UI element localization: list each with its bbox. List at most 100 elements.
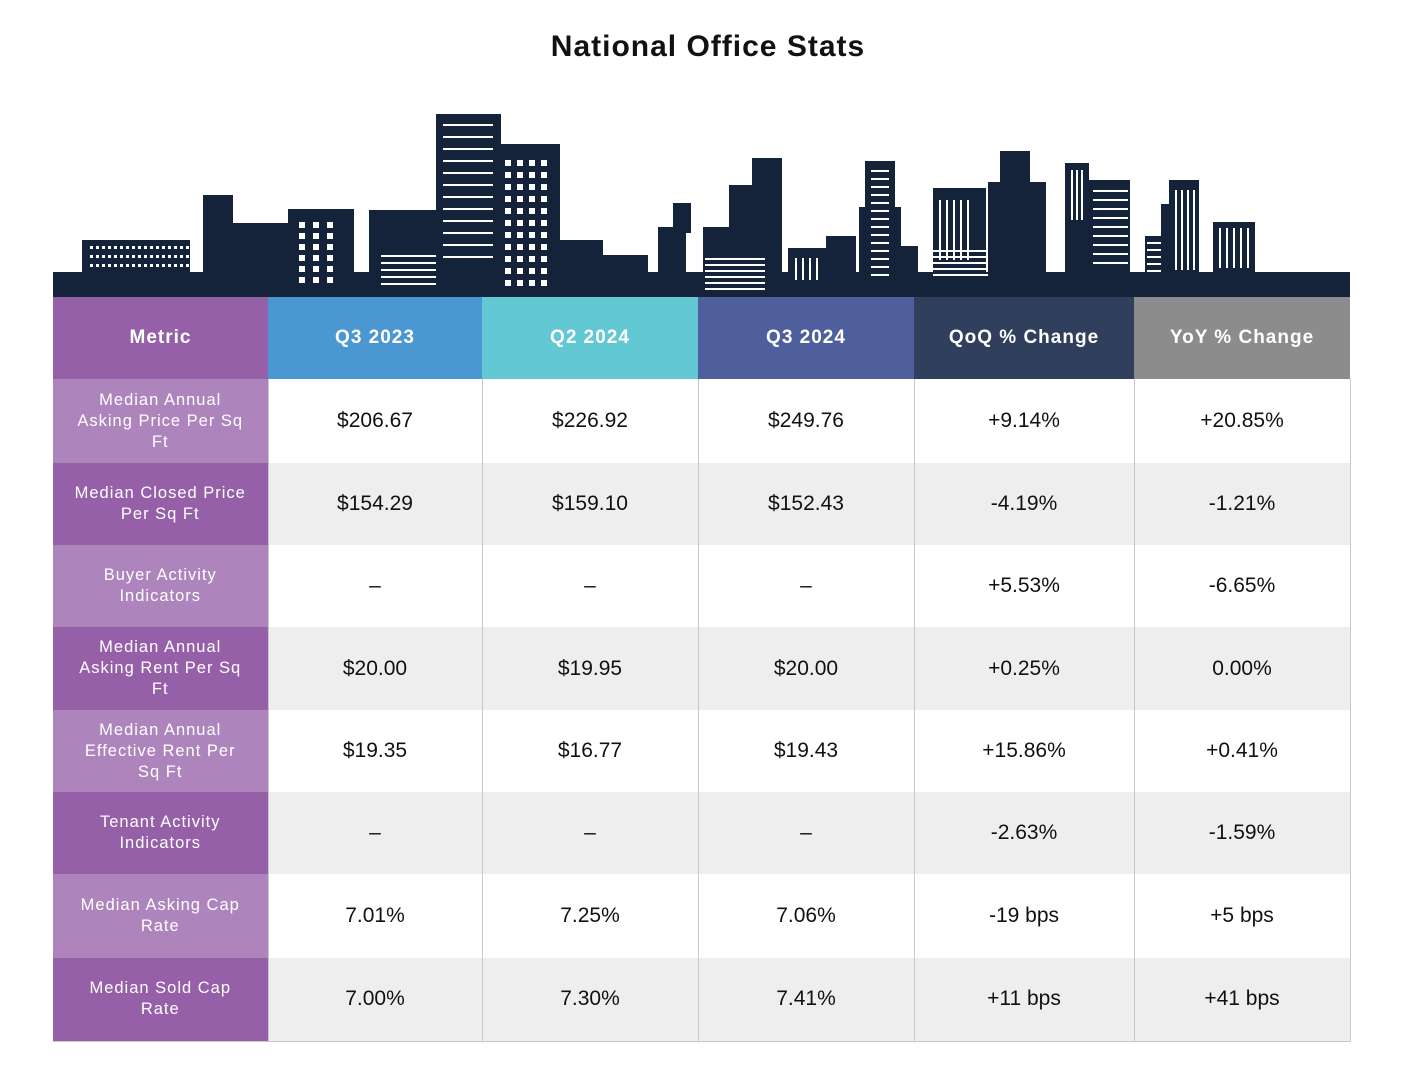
cell-qoq-change: +5.53% (913, 545, 1134, 627)
window (505, 184, 511, 190)
window (1175, 190, 1177, 270)
window (313, 233, 319, 239)
window (933, 250, 988, 252)
window (871, 202, 889, 204)
window (1219, 228, 1221, 268)
window (1226, 228, 1228, 268)
window (1193, 190, 1195, 270)
building-shape (826, 236, 856, 280)
window (144, 246, 147, 249)
window (1093, 235, 1128, 237)
window (108, 264, 111, 267)
window (1147, 270, 1161, 272)
window (1181, 190, 1183, 270)
window (156, 246, 159, 249)
cell-q3-2024: $19.43 (697, 710, 914, 792)
window (871, 186, 889, 188)
window (381, 269, 436, 271)
window (939, 200, 941, 260)
window (168, 255, 171, 258)
header-q3-2023: Q3 2023 (268, 297, 482, 379)
window (1147, 242, 1161, 244)
window (529, 256, 535, 262)
cell-yoy-change: +5 bps (1133, 874, 1351, 958)
window (299, 277, 305, 283)
cell-q3-2023: – (267, 792, 482, 874)
window (313, 277, 319, 283)
window (299, 255, 305, 261)
window (517, 196, 523, 202)
window (1187, 190, 1189, 270)
building-shape (673, 203, 691, 233)
window (327, 233, 333, 239)
window (313, 255, 319, 261)
cell-q2-2024: $16.77 (481, 710, 698, 792)
window (90, 246, 93, 249)
window (144, 255, 147, 258)
window (871, 242, 889, 244)
window (541, 268, 547, 274)
cell-q3-2023: 7.00% (267, 958, 482, 1042)
window (1071, 170, 1073, 220)
window (541, 160, 547, 166)
window (933, 274, 988, 276)
window (180, 255, 183, 258)
window (138, 255, 141, 258)
window (174, 246, 177, 249)
window (529, 244, 535, 250)
window (517, 280, 523, 286)
window (505, 232, 511, 238)
window (1240, 228, 1242, 268)
window (505, 268, 511, 274)
window (871, 210, 889, 212)
cell-q3-2024: $152.43 (697, 463, 914, 545)
window (186, 255, 189, 258)
window (705, 270, 765, 272)
table-row: Median Annual Asking Rent Per Sq Ft $20.… (53, 627, 1351, 710)
window (150, 264, 153, 267)
window (541, 196, 547, 202)
window (505, 256, 511, 262)
window (126, 264, 129, 267)
window (705, 288, 765, 290)
window (1093, 244, 1128, 246)
window (529, 268, 535, 274)
cell-q2-2024: – (481, 545, 698, 627)
window (327, 255, 333, 261)
building-shape (288, 209, 354, 280)
cell-yoy-change: 0.00% (1133, 627, 1351, 710)
window (180, 264, 183, 267)
window (168, 246, 171, 249)
window (1093, 226, 1128, 228)
window (505, 196, 511, 202)
building-shape (1087, 180, 1130, 280)
window (108, 255, 111, 258)
window (541, 232, 547, 238)
window (443, 208, 493, 210)
window (443, 136, 493, 138)
building-shape (203, 195, 233, 280)
window (299, 233, 305, 239)
metric-label: Median Sold Cap Rate (53, 958, 268, 1042)
building-shape (82, 240, 190, 280)
cell-q3-2024: – (697, 545, 914, 627)
window (381, 276, 436, 278)
window (529, 160, 535, 166)
table-header-row: Metric Q3 2023 Q2 2024 Q3 2024 QoQ % Cha… (53, 297, 1350, 379)
window (541, 256, 547, 262)
window (102, 255, 105, 258)
cell-q3-2024: $20.00 (697, 627, 914, 710)
cell-q3-2024: 7.41% (697, 958, 914, 1042)
cell-yoy-change: -1.21% (1133, 463, 1351, 545)
building-shape (658, 227, 686, 280)
window (162, 264, 165, 267)
window (517, 268, 523, 274)
window (114, 255, 117, 258)
window (1247, 228, 1249, 268)
page-title: National Office Stats (550, 30, 866, 63)
window (327, 277, 333, 283)
cell-yoy-change: +0.41% (1133, 710, 1351, 792)
window (120, 255, 123, 258)
window (505, 280, 511, 286)
window (871, 266, 889, 268)
